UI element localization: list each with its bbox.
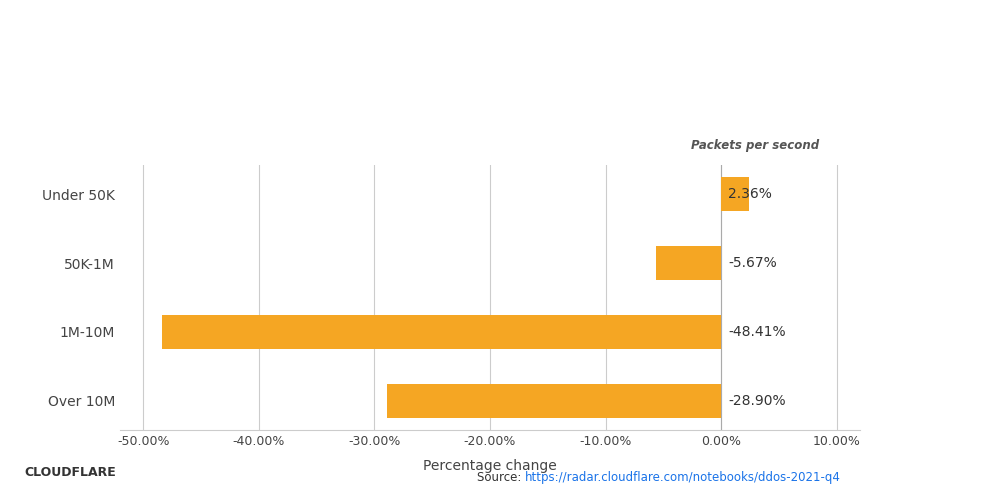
Text: -48.41%: -48.41%	[728, 325, 786, 339]
Bar	[721, 177, 749, 212]
Text: Packets per second: Packets per second	[691, 140, 819, 152]
Text: Source:: Source:	[477, 471, 525, 484]
Bar	[162, 314, 721, 349]
Text: CLOUDFLARE: CLOUDFLARE	[24, 466, 116, 479]
Text: 2.36%: 2.36%	[728, 188, 772, 202]
Text: https://radar.cloudflare.com/notebooks/ddos-2021-q4: https://radar.cloudflare.com/notebooks/d…	[525, 471, 841, 484]
Text: -5.67%: -5.67%	[728, 256, 777, 270]
Bar	[656, 246, 721, 280]
Bar	[387, 384, 721, 418]
Text: -28.90%: -28.90%	[728, 394, 786, 407]
X-axis label: Percentage change: Percentage change	[423, 459, 557, 473]
Text: Packet rate - QoQ change: Packet rate - QoQ change	[30, 52, 467, 82]
